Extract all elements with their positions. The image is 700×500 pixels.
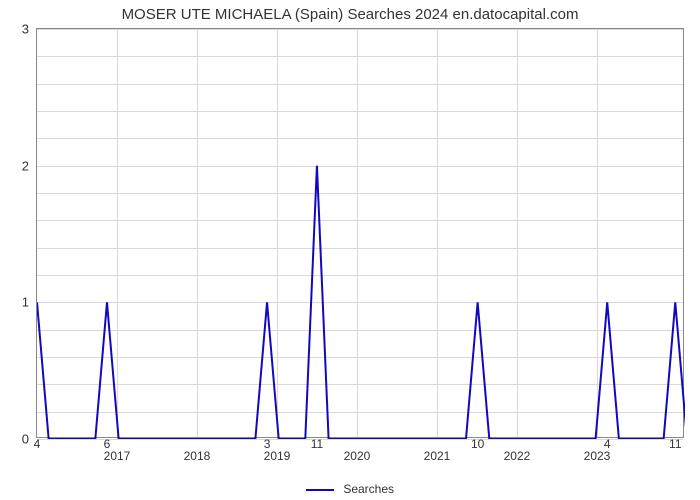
x-tick-label: 2018 [184, 437, 211, 463]
spike-value-label: 10 [471, 437, 484, 451]
x-tick-label: 2020 [344, 437, 371, 463]
line-series [37, 29, 685, 439]
legend: Searches [0, 482, 700, 496]
legend-line [306, 489, 334, 491]
y-tick-label: 2 [22, 158, 37, 173]
y-tick-label: 1 [22, 295, 37, 310]
x-tick-label: 2021 [424, 437, 451, 463]
legend-label: Searches [343, 482, 394, 496]
spike-value-label: 4 [34, 437, 41, 451]
spike-value-label: 11 [311, 437, 323, 451]
spike-value-label: 4 [604, 437, 611, 451]
chart-container: MOSER UTE MICHAELA (Spain) Searches 2024… [0, 0, 700, 500]
chart-title: MOSER UTE MICHAELA (Spain) Searches 2024… [0, 6, 700, 23]
y-tick-label: 3 [22, 22, 37, 37]
plot-area: 0123201720182019202020212022202346311104… [36, 28, 684, 438]
spike-value-label: 11 [669, 437, 681, 451]
spike-value-label: 6 [104, 437, 111, 451]
spike-value-label: 3 [264, 437, 271, 451]
x-tick-label: 2022 [504, 437, 531, 463]
